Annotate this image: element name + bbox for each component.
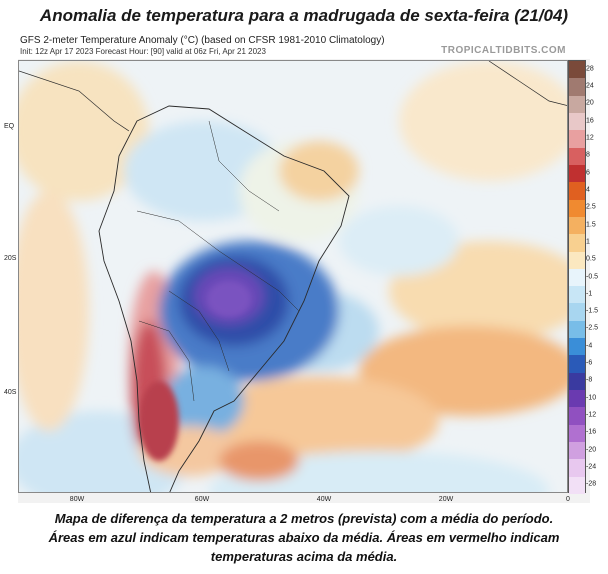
colorbar-segment [569, 303, 585, 322]
lat-label-eq: EQ [4, 123, 15, 130]
map-caption: Mapa de diferença da temperatura a 2 met… [0, 509, 608, 566]
colorbar-tick-label: -12 [586, 411, 597, 419]
colorbar-tick-label: -1 [586, 290, 593, 298]
colorbar-segment [569, 199, 585, 218]
lat-label-40s: 40S [4, 389, 17, 396]
colorbar-segment [569, 112, 585, 131]
temperature-anomaly-map [18, 60, 568, 493]
colorbar-segment [569, 95, 585, 114]
caption-line-3: temperaturas acima da média. [210, 549, 398, 564]
anomaly-map-panel: GFS 2-meter Temperature Anomaly (°C) (ba… [4, 33, 598, 503]
colorbar-segment [569, 286, 585, 304]
colorbar-segment [569, 216, 585, 235]
colorbar [568, 60, 586, 495]
page-title: Anomalia de temperatura para a madrugada… [39, 6, 569, 25]
colorbar-tick-label: -6 [586, 359, 593, 367]
colorbar-tick-label: 0.5 [586, 255, 596, 263]
colorbar-segment [569, 78, 585, 97]
colorbar-segment [569, 164, 585, 183]
colorbar-segment [569, 459, 585, 478]
colorbar-tick-label: -16 [586, 428, 597, 436]
colorbar-segment [569, 130, 585, 149]
colorbar-tick-label: 4 [586, 186, 590, 194]
colorbar-segment [569, 355, 585, 374]
lon-label-40w: 40W [316, 496, 332, 503]
colorbar-tick-label: -4 [586, 342, 593, 350]
colorbar-segment [569, 234, 585, 252]
map-header: GFS 2-meter Temperature Anomaly (°C) (ba… [18, 33, 590, 59]
colorbar-segment [569, 251, 585, 270]
colorbar-tick-label: -20 [586, 446, 597, 454]
colorbar-tick-label: -24 [586, 463, 597, 471]
colorbar-tick-label: 28 [586, 65, 594, 73]
colorbar-tick-label: 24 [586, 82, 594, 90]
brand-watermark: TROPICALTIDBITS.COM [441, 45, 566, 56]
colorbar-segment [569, 338, 585, 356]
colorbar-tick-label: 12 [586, 134, 594, 142]
colorbar-segment [569, 390, 585, 408]
colorbar-segment [569, 476, 585, 495]
colorbar-tick-label: -8 [586, 376, 593, 384]
lon-label-0: 0 [566, 496, 570, 503]
colorbar-tick-label: 2.5 [586, 203, 596, 211]
colorbar-tick-label: -2.5 [586, 324, 599, 332]
colorbar-tick-label: 1.5 [586, 221, 596, 229]
caption-line-1: Mapa de diferença da temperatura a 2 met… [54, 511, 554, 526]
colorbar-tick-label: 16 [586, 117, 594, 125]
colorbar-segment [569, 182, 585, 201]
lon-label-20w: 20W [438, 496, 454, 503]
lat-label-20s: 20S [4, 255, 17, 262]
colorbar-tick-label: 1 [586, 238, 590, 246]
colorbar-tick-label: -0.5 [586, 273, 599, 280]
colorbar-segment [569, 320, 585, 339]
caption-line-2: Áreas em azul indicam temperaturas abaix… [48, 530, 560, 545]
colorbar-tick-label: 6 [586, 169, 590, 177]
map-header-run-info: Init: 12z Apr 17 2023 Forecast Hour: [90… [20, 47, 266, 56]
lon-label-60w: 60W [194, 496, 210, 503]
colorbar-segment [569, 442, 585, 460]
colorbar-segment [569, 61, 585, 79]
colorbar-segment [569, 147, 585, 166]
colorbar-tick-label: 8 [586, 151, 590, 159]
colorbar-tick-label: -1.5 [586, 307, 599, 315]
colorbar-segment [569, 424, 585, 443]
colorbar-segment [569, 407, 585, 426]
colorbar-tick-label: -10 [586, 394, 597, 402]
south-america-coastline [98, 105, 350, 492]
colorbar-segment [569, 268, 585, 287]
colorbar-tick-label: -28 [586, 480, 597, 488]
map-header-title: GFS 2-meter Temperature Anomaly (°C) (ba… [20, 35, 385, 46]
colorbar-segment [569, 372, 585, 391]
colorbar-tick-label: 20 [586, 99, 594, 107]
lon-label-80w: 80W [69, 496, 85, 503]
map-canvas [19, 61, 567, 492]
